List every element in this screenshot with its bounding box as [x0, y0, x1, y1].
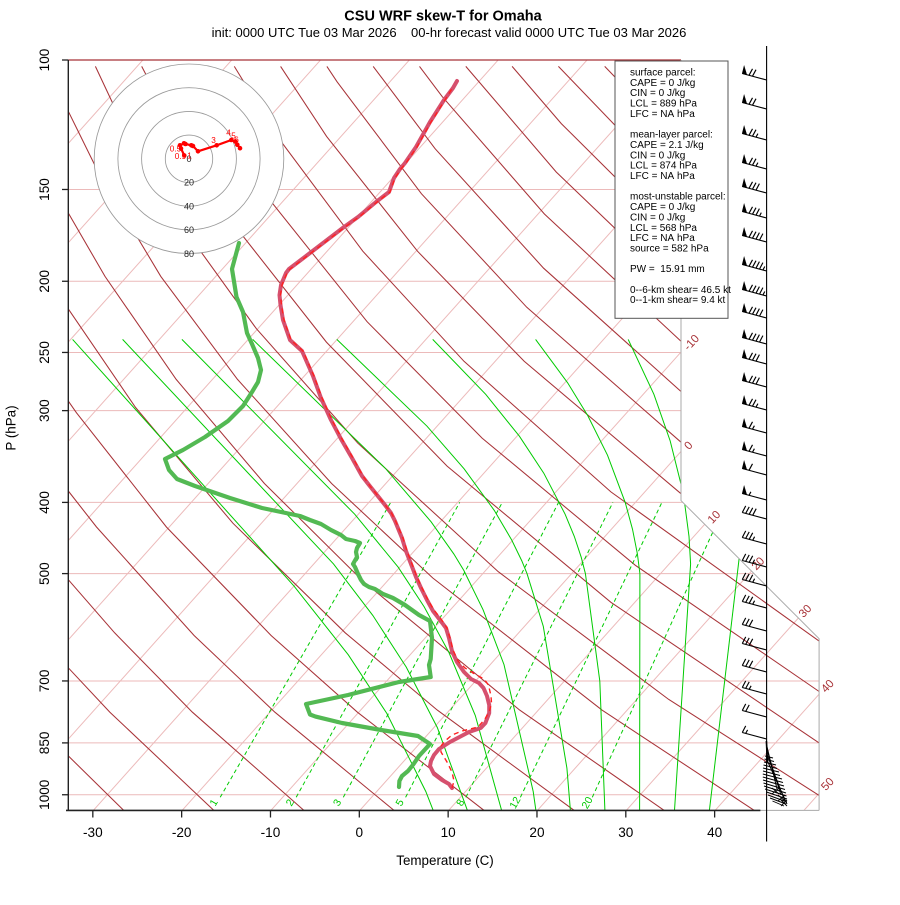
- svg-text:CIN = 0 J/kg: CIN = 0 J/kg: [630, 150, 685, 161]
- svg-text:12: 12: [507, 795, 523, 811]
- svg-text:Temperature (C): Temperature (C): [396, 853, 493, 868]
- svg-text:LFC = NA hPa: LFC = NA hPa: [630, 233, 695, 244]
- svg-text:0--6-km shear= 46.5 kt: 0--6-km shear= 46.5 kt: [630, 285, 731, 296]
- svg-text:CAPE = 0 J/kg: CAPE = 0 J/kg: [630, 78, 695, 89]
- svg-text:20: 20: [529, 825, 545, 840]
- svg-text:700: 700: [37, 669, 52, 692]
- svg-text:CAPE = 2.1 J/kg: CAPE = 2.1 J/kg: [630, 140, 704, 151]
- svg-text:0.5: 0.5: [170, 145, 182, 154]
- svg-text:5: 5: [231, 132, 236, 141]
- svg-text:CIN = 0 J/kg: CIN = 0 J/kg: [630, 88, 685, 99]
- svg-text:200: 200: [37, 269, 52, 292]
- svg-text:5: 5: [393, 797, 406, 808]
- svg-text:20: 20: [579, 795, 595, 811]
- svg-text:20: 20: [184, 178, 194, 188]
- svg-text:40: 40: [707, 825, 723, 840]
- svg-text:-10: -10: [261, 825, 281, 840]
- svg-text:init: 0000 UTC Tue 03 Mar 2026: init: 0000 UTC Tue 03 Mar 2026 00-hr for…: [212, 25, 687, 40]
- svg-text:1: 1: [207, 797, 220, 808]
- svg-text:LCL = 568 hPa: LCL = 568 hPa: [630, 223, 697, 234]
- svg-text:0--1-km shear= 9.4 kt: 0--1-km shear= 9.4 kt: [630, 295, 726, 306]
- svg-text:-20: -20: [172, 825, 192, 840]
- svg-text:LCL = 874 hPa: LCL = 874 hPa: [630, 161, 697, 172]
- svg-text:150: 150: [37, 178, 52, 201]
- svg-text:most-unstable parcel:: most-unstable parcel:: [630, 192, 726, 203]
- svg-text:8: 8: [454, 797, 467, 808]
- svg-text:CSU WRF skew-T for Omaha: CSU WRF skew-T for Omaha: [344, 9, 542, 25]
- svg-text:LFC = NA hPa: LFC = NA hPa: [630, 109, 695, 120]
- svg-text:6: 6: [234, 136, 239, 145]
- svg-text:mean-layer parcel:: mean-layer parcel:: [630, 130, 713, 141]
- svg-text:30: 30: [618, 825, 634, 840]
- svg-text:400: 400: [37, 491, 52, 514]
- svg-text:LFC = NA hPa: LFC = NA hPa: [630, 171, 695, 182]
- svg-text:PW = 15.91 mm: PW = 15.91 mm: [630, 264, 705, 275]
- svg-text:4: 4: [226, 129, 231, 138]
- svg-text:1: 1: [187, 152, 192, 161]
- svg-text:LCL = 889 hPa: LCL = 889 hPa: [630, 99, 697, 110]
- svg-text:2: 2: [284, 797, 297, 808]
- svg-text:100: 100: [37, 48, 52, 71]
- svg-text:CAPE = 0 J/kg: CAPE = 0 J/kg: [630, 202, 695, 213]
- svg-text:300: 300: [37, 399, 52, 422]
- svg-text:60: 60: [184, 225, 194, 235]
- svg-text:40: 40: [184, 201, 194, 211]
- svg-text:3: 3: [331, 797, 344, 808]
- svg-text:850: 850: [37, 731, 52, 754]
- svg-text:80: 80: [184, 249, 194, 259]
- svg-text:0.9: 0.9: [175, 152, 187, 161]
- svg-text:source = 582 hPa: source = 582 hPa: [630, 243, 709, 254]
- svg-text:250: 250: [37, 341, 52, 364]
- svg-text:surface parcel:: surface parcel:: [630, 68, 696, 79]
- svg-text:1000: 1000: [37, 779, 52, 810]
- svg-text:CIN = 0 J/kg: CIN = 0 J/kg: [630, 212, 685, 223]
- svg-text:P (hPa): P (hPa): [4, 405, 19, 450]
- svg-text:-30: -30: [83, 825, 103, 840]
- svg-text:0: 0: [186, 154, 191, 164]
- svg-text:0: 0: [356, 825, 364, 840]
- svg-text:3: 3: [211, 136, 216, 145]
- svg-text:500: 500: [37, 562, 52, 585]
- svg-text:10: 10: [441, 825, 457, 840]
